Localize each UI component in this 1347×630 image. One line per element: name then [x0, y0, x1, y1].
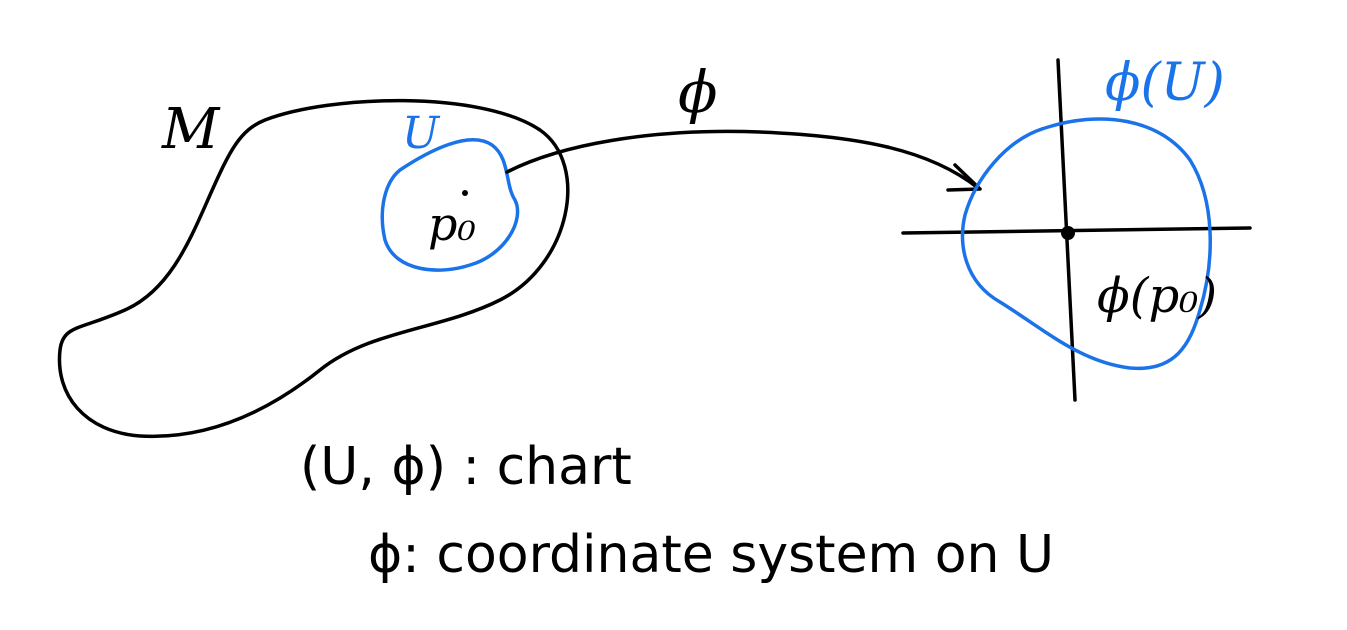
caption-chart: (U, ϕ) : chart	[300, 437, 632, 497]
point-label: p₀	[428, 197, 476, 251]
manifold-label: M	[161, 97, 221, 162]
map-arrow-head	[946, 163, 982, 192]
map-label: ϕ	[678, 58, 718, 126]
open-set-label: U	[402, 108, 441, 159]
caption-coordinate-system: ϕ: coordinate system on U	[368, 525, 1054, 585]
image-set-outline	[960, 117, 1212, 371]
manifold-outline	[57, 98, 570, 439]
point-dot	[462, 190, 468, 196]
image-point-dot	[1061, 226, 1075, 240]
map-arrow	[505, 129, 980, 190]
horizontal-axis	[901, 226, 1252, 235]
open-set-outline	[380, 138, 520, 272]
image-set-label: ϕ(U)	[1105, 53, 1225, 113]
image-point-label: ϕ(p₀)	[1097, 268, 1217, 324]
